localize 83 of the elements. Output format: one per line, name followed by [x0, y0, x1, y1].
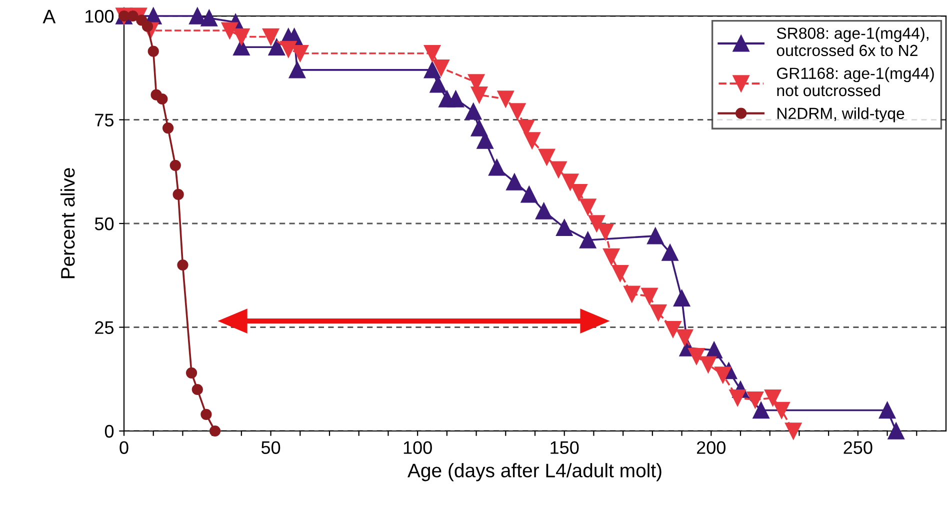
- point: [262, 28, 280, 46]
- point: [506, 174, 523, 190]
- point: [641, 288, 658, 304]
- point: [673, 290, 690, 307]
- point: [488, 159, 506, 176]
- x-tick-label: 150: [550, 441, 579, 454]
- point: [764, 389, 782, 406]
- point: [773, 402, 790, 419]
- legend-label: N2DRM, wild-tyqe: [778, 107, 904, 122]
- point: [570, 184, 588, 201]
- point: [602, 248, 620, 266]
- point: [624, 286, 640, 302]
- point: [650, 304, 667, 322]
- point: [424, 62, 441, 78]
- point: [662, 244, 678, 261]
- y-tick-label: 75: [95, 114, 114, 126]
- point: [209, 425, 221, 437]
- point: [177, 259, 188, 271]
- point: [170, 160, 181, 171]
- point: [647, 228, 664, 244]
- point: [664, 320, 682, 338]
- x-tick-label: 0: [120, 441, 128, 454]
- point: [430, 76, 446, 93]
- y-tick-label: 0: [104, 424, 114, 438]
- point: [535, 202, 552, 220]
- x-tick-label: 250: [844, 441, 872, 454]
- y-tick-label: 50: [94, 217, 114, 230]
- x-tick-label: 200: [696, 441, 726, 454]
- point: [476, 132, 494, 149]
- point: [470, 86, 488, 104]
- point: [688, 348, 705, 365]
- point: [172, 188, 184, 200]
- x-tick-label: 100: [404, 441, 432, 454]
- point: [292, 45, 308, 62]
- point: [432, 60, 450, 76]
- point: [878, 402, 896, 419]
- point: [465, 103, 482, 120]
- point: [588, 215, 605, 232]
- point: [424, 45, 441, 62]
- point: [200, 408, 212, 420]
- y-axis-title: Percent alive: [60, 168, 75, 278]
- point: [186, 367, 198, 378]
- point: [888, 422, 904, 440]
- x-axis-title: Age (days after L4/adult molt): [408, 463, 662, 482]
- point: [233, 28, 250, 46]
- x-tick-label: 50: [261, 441, 280, 454]
- point: [580, 198, 596, 216]
- point: [221, 22, 238, 39]
- point: [447, 90, 464, 108]
- point: [556, 219, 573, 236]
- point: [524, 132, 540, 149]
- point: [509, 103, 526, 120]
- point: [280, 40, 297, 58]
- point: [497, 90, 514, 108]
- y-tick-label: 100: [86, 10, 114, 23]
- point: [729, 389, 746, 406]
- point: [200, 10, 218, 26]
- point: [148, 46, 159, 57]
- point: [550, 161, 567, 178]
- legend-label: GR1168: age-1(mg44) not outcrossed: [777, 67, 934, 96]
- point: [714, 366, 732, 384]
- point: [162, 122, 174, 134]
- legend-label: SR808: age-1(mg44), outcrossed 6x to N2: [776, 27, 928, 56]
- point: [612, 264, 628, 282]
- text: A: [42, 10, 56, 24]
- point: [706, 342, 722, 358]
- point: [156, 93, 168, 105]
- point: [746, 392, 764, 408]
- point: [288, 62, 306, 78]
- point: [192, 384, 203, 396]
- point: [268, 38, 285, 56]
- point: [189, 8, 206, 24]
- point: [785, 422, 802, 440]
- point: [562, 174, 579, 190]
- point: [700, 356, 717, 373]
- point: [752, 402, 770, 419]
- y-tick-label: 25: [95, 321, 114, 334]
- point: [676, 329, 694, 346]
- point: [520, 186, 538, 203]
- point: [580, 232, 596, 248]
- point: [470, 120, 488, 136]
- point: [597, 223, 614, 240]
- point: [538, 148, 556, 166]
